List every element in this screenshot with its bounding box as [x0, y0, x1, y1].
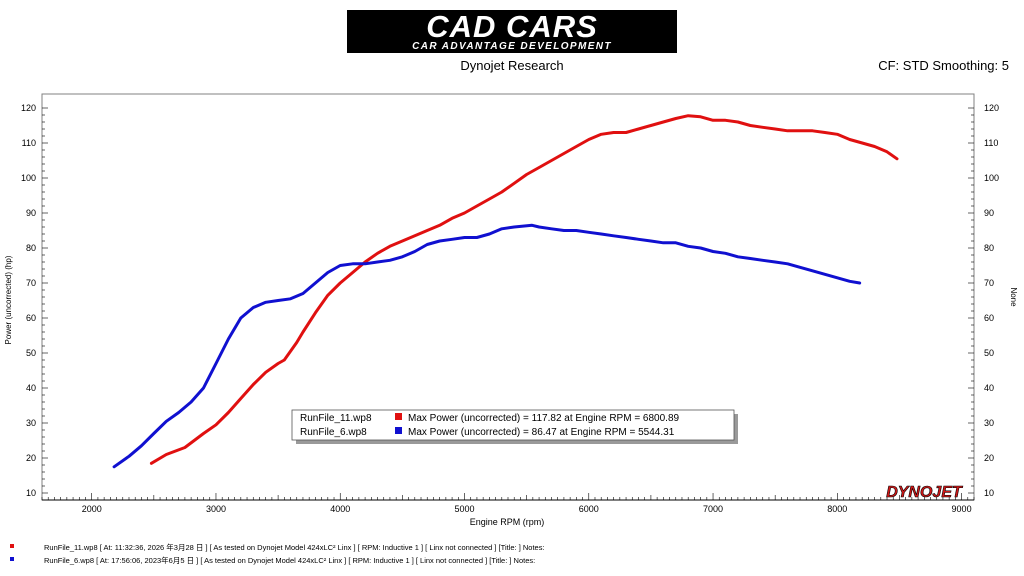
y-tick-label: 70 [26, 278, 36, 288]
y-tick-label: 110 [22, 138, 36, 148]
y2-tick-label: 20 [984, 453, 994, 463]
x-tick-label: 8000 [827, 504, 847, 514]
cad-cars-logo: CAD CARS CAR ADVANTAGE DEVELOPMENT [347, 10, 677, 53]
y2-tick-label: 120 [984, 103, 999, 113]
y-tick-label: 10 [26, 488, 36, 498]
y-tick-label: 40 [26, 383, 36, 393]
x-tick-label: 4000 [330, 504, 350, 514]
y-tick-label: 100 [21, 173, 36, 183]
dynojet-watermark: DYNOJET [886, 484, 963, 501]
x-axis-minor-ticks [41, 493, 975, 500]
y-tick-label: 50 [26, 348, 36, 358]
y-tick-label: 90 [26, 208, 36, 218]
y2-tick-label: 60 [984, 313, 994, 323]
x-axis-label: Engine RPM (rpm) [470, 517, 545, 527]
x-tick-label: 5000 [454, 504, 474, 514]
logo-title: CAD CARS [426, 10, 598, 44]
y-axis-label: Power (uncorrected) (hp) [4, 255, 13, 344]
y2-tick-label: 50 [984, 348, 994, 358]
legend-name-2: RunFile_6.wp8 [300, 427, 367, 438]
y2-axis-ticks: 10 20 30 40 50 60 70 80 90 100 110 120 [968, 103, 999, 498]
y2-tick-label: 40 [984, 383, 994, 393]
x-axis-ticks: 2000 3000 4000 5000 6000 7000 8000 9000 [82, 504, 972, 514]
header-cf-smoothing: CF: STD Smoothing: 5 [878, 58, 1009, 73]
y2-tick-label: 80 [984, 243, 994, 253]
logo-subtitle: CAR ADVANTAGE DEVELOPMENT [412, 41, 612, 52]
legend-swatch-1 [395, 413, 402, 420]
series-layer [112, 114, 899, 469]
note-line-run6: RunFile_6.wp8 [ At: 17:56:06, 2023年6月5 日… [44, 556, 536, 565]
y2-tick-label: 90 [984, 208, 994, 218]
x-tick-label: 6000 [579, 504, 599, 514]
legend-box [291, 409, 735, 441]
y-tick-label: 30 [26, 418, 36, 428]
legend-swatch-2 [395, 427, 402, 434]
y-tick-label: 80 [26, 243, 36, 253]
legend-text-2: Max Power (uncorrected) = 86.47 at Engin… [408, 427, 675, 438]
note-marker-red [10, 544, 14, 548]
y-tick-label: 60 [26, 313, 36, 323]
x-tick-label: 9000 [952, 504, 972, 514]
header-dynojet-research: Dynojet Research [460, 58, 564, 73]
note-marker-blue [10, 557, 14, 561]
legend: RunFile_11.wp8 Max Power (uncorrected) =… [291, 409, 738, 444]
y2-tick-label: 30 [984, 418, 994, 428]
y-axis-ticks: 10 20 30 40 50 60 70 80 90 100 110 120 [21, 103, 48, 498]
legend-text-1: Max Power (uncorrected) = 117.82 at Engi… [408, 413, 680, 424]
series-line-1 [149, 114, 899, 465]
x-tick-label: 2000 [82, 504, 102, 514]
legend-name-1: RunFile_11.wp8 [300, 413, 372, 424]
x-tick-label: 7000 [703, 504, 723, 514]
y-tick-label: 20 [26, 453, 36, 463]
y-tick-label: 120 [21, 103, 36, 113]
note-line-run11: RunFile_11.wp8 [ At: 11:32:36, 2026 年3月2… [44, 543, 545, 552]
x-tick-label: 3000 [206, 504, 226, 514]
y2-tick-label: 10 [984, 488, 994, 498]
y2-axis-label: None [1009, 287, 1018, 307]
series-line-2 [112, 223, 862, 469]
y2-tick-label: 110 [984, 138, 998, 148]
y2-tick-label: 70 [984, 278, 994, 288]
y2-tick-label: 100 [984, 173, 999, 183]
